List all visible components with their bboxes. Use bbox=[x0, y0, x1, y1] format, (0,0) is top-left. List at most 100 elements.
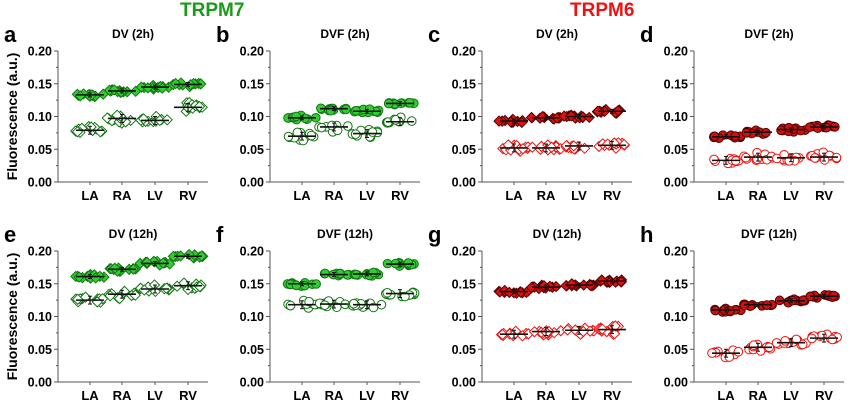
data-point bbox=[596, 274, 608, 286]
data-group bbox=[383, 98, 419, 110]
panel-title: DV (12h) bbox=[109, 227, 158, 241]
data-point bbox=[583, 111, 595, 124]
data-group bbox=[709, 130, 746, 144]
data-point bbox=[291, 111, 301, 122]
y-tick-label: 0.00 bbox=[28, 376, 52, 390]
x-tick-label: LA bbox=[293, 188, 311, 203]
data-point bbox=[348, 298, 359, 309]
panel-c: c DV (2h) 0.00 0.05 0.10 0.15 0.20 LA RA LV RV bbox=[424, 10, 636, 210]
panel-b: b DVF (2h) 0.00 0.05 0.10 0.15 0.20 LA RA LV RV bbox=[212, 10, 424, 210]
data-group bbox=[167, 248, 209, 264]
data-point bbox=[493, 115, 505, 127]
data-point bbox=[137, 113, 150, 125]
y-tick-label: 0.15 bbox=[240, 77, 264, 91]
y-tick-label: 0.05 bbox=[452, 143, 476, 157]
x-tick-label: RV bbox=[179, 188, 197, 203]
y-tick-label: 0.20 bbox=[664, 45, 688, 59]
group-title-trpm6: TRPM6 bbox=[570, 0, 635, 21]
data-point bbox=[285, 300, 296, 311]
y-tick-label: 0.20 bbox=[240, 45, 264, 59]
panel-title: DVF (12h) bbox=[741, 227, 797, 241]
data-point bbox=[791, 334, 802, 345]
series-open bbox=[283, 112, 417, 146]
data-group bbox=[104, 262, 142, 278]
data-group bbox=[525, 279, 562, 295]
data-group bbox=[709, 153, 744, 169]
data-group bbox=[739, 147, 778, 166]
data-group bbox=[739, 299, 777, 311]
x-tick-label: RV bbox=[603, 188, 621, 203]
data-point bbox=[609, 320, 622, 332]
data-group bbox=[171, 277, 207, 296]
y-tick-label: 0.15 bbox=[240, 277, 264, 291]
data-point bbox=[327, 120, 337, 131]
data-point bbox=[142, 82, 154, 94]
data-point bbox=[320, 268, 330, 279]
data-point bbox=[343, 121, 353, 131]
x-tick-label: LV bbox=[359, 188, 375, 203]
data-point bbox=[291, 280, 302, 291]
x-tick-label: RV bbox=[815, 188, 833, 203]
group-title-trpm7: TRPM7 bbox=[180, 0, 245, 21]
data-group bbox=[707, 345, 744, 363]
data-point bbox=[367, 127, 378, 137]
data-group bbox=[804, 120, 840, 133]
series-filled bbox=[493, 274, 628, 299]
chart-c: c DV (2h) 0.00 0.05 0.10 0.15 0.20 LA RA LV RV bbox=[428, 22, 632, 203]
y-tick-label: 0.00 bbox=[240, 176, 264, 190]
data-group bbox=[381, 112, 417, 128]
data-group bbox=[776, 122, 810, 137]
data-group bbox=[167, 77, 207, 93]
x-tick-label: LA bbox=[505, 388, 523, 403]
chart-a: a DV (2h) 0.00 0.05 0.10 0.15 0.20 LA RA LV RV Fluo… bbox=[4, 22, 208, 203]
data-point bbox=[780, 336, 790, 346]
data-group bbox=[805, 147, 842, 165]
data-group bbox=[526, 139, 567, 156]
x-tick-label: RV bbox=[815, 388, 833, 403]
x-tick-label: LV bbox=[147, 188, 163, 203]
series-open bbox=[709, 147, 842, 169]
y-tick-label: 0.10 bbox=[452, 310, 476, 324]
series-filled bbox=[493, 103, 626, 129]
data-group bbox=[134, 255, 176, 271]
x-tick-label: RA bbox=[537, 188, 556, 203]
y-tick-label: 0.00 bbox=[452, 376, 476, 390]
x-tick-label: RA bbox=[113, 388, 132, 403]
data-point bbox=[400, 291, 410, 302]
data-group bbox=[134, 279, 176, 298]
panel-letter: c bbox=[428, 22, 440, 47]
panel-title: DVF (2h) bbox=[744, 27, 793, 41]
series-filled bbox=[282, 257, 419, 292]
data-group bbox=[174, 96, 208, 118]
x-tick-label: LV bbox=[147, 388, 163, 403]
data-group bbox=[805, 290, 840, 303]
x-tick-label: LV bbox=[571, 388, 587, 403]
data-group bbox=[771, 334, 811, 350]
panel-letter: g bbox=[428, 222, 441, 247]
data-group bbox=[594, 274, 628, 289]
data-group bbox=[525, 110, 566, 125]
panel-title: DVF (12h) bbox=[317, 227, 373, 241]
data-group bbox=[316, 103, 351, 116]
x-tick-label: LA bbox=[81, 188, 99, 203]
data-point bbox=[109, 262, 121, 274]
panel-title: DVF (2h) bbox=[320, 27, 369, 41]
data-point bbox=[517, 143, 529, 155]
series-open bbox=[495, 320, 626, 342]
y-tick-label: 0.15 bbox=[664, 277, 688, 291]
y-tick-label: 0.05 bbox=[240, 143, 264, 157]
data-group bbox=[319, 268, 354, 281]
x-tick-label: LA bbox=[505, 188, 523, 203]
y-tick-label: 0.10 bbox=[28, 110, 52, 124]
data-group bbox=[71, 88, 109, 103]
data-group bbox=[381, 287, 420, 302]
y-tick-label: 0.00 bbox=[240, 376, 264, 390]
data-group bbox=[744, 339, 776, 356]
panel-letter: a bbox=[4, 22, 17, 47]
data-group bbox=[103, 285, 141, 305]
series-filled bbox=[709, 120, 840, 144]
panel-a: a DV (2h) 0.00 0.05 0.10 0.15 0.20 LA RA LV RV Fluo… bbox=[0, 10, 212, 210]
data-point bbox=[403, 258, 414, 268]
data-point bbox=[390, 115, 401, 125]
x-tick-label: LA bbox=[717, 188, 735, 203]
